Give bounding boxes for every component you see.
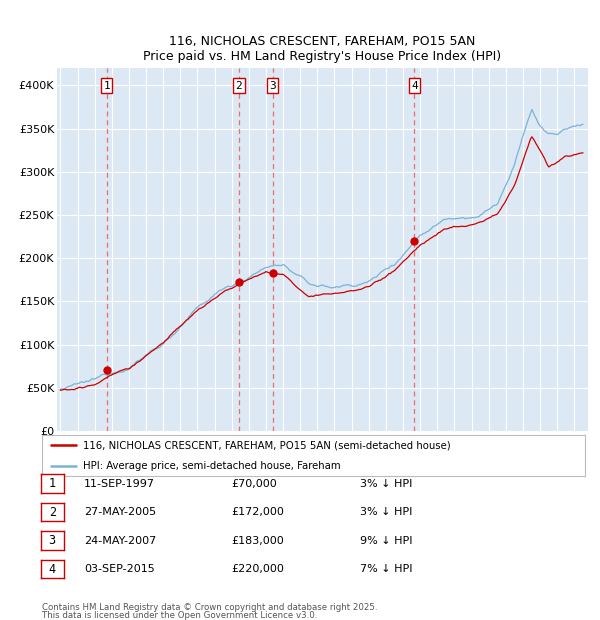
Text: 27-MAY-2005: 27-MAY-2005 (84, 507, 156, 517)
Text: 2: 2 (49, 506, 56, 518)
Text: 03-SEP-2015: 03-SEP-2015 (84, 564, 155, 574)
Text: 3: 3 (49, 534, 56, 547)
Text: 3% ↓ HPI: 3% ↓ HPI (360, 479, 412, 489)
Text: 3: 3 (269, 81, 276, 91)
Text: This data is licensed under the Open Government Licence v3.0.: This data is licensed under the Open Gov… (42, 611, 317, 619)
Text: 1: 1 (103, 81, 110, 91)
Text: 24-MAY-2007: 24-MAY-2007 (84, 536, 156, 546)
Text: £172,000: £172,000 (231, 507, 284, 517)
Text: 4: 4 (49, 563, 56, 575)
Text: HPI: Average price, semi-detached house, Fareham: HPI: Average price, semi-detached house,… (83, 461, 340, 471)
Text: 116, NICHOLAS CRESCENT, FAREHAM, PO15 5AN (semi-detached house): 116, NICHOLAS CRESCENT, FAREHAM, PO15 5A… (83, 440, 451, 451)
Title: 116, NICHOLAS CRESCENT, FAREHAM, PO15 5AN
Price paid vs. HM Land Registry's Hous: 116, NICHOLAS CRESCENT, FAREHAM, PO15 5A… (143, 35, 502, 63)
Text: 7% ↓ HPI: 7% ↓ HPI (360, 564, 413, 574)
Text: Contains HM Land Registry data © Crown copyright and database right 2025.: Contains HM Land Registry data © Crown c… (42, 603, 377, 612)
Text: £70,000: £70,000 (231, 479, 277, 489)
Text: 9% ↓ HPI: 9% ↓ HPI (360, 536, 413, 546)
Text: £220,000: £220,000 (231, 564, 284, 574)
Text: 1: 1 (49, 477, 56, 490)
Text: 11-SEP-1997: 11-SEP-1997 (84, 479, 155, 489)
Text: £183,000: £183,000 (231, 536, 284, 546)
Text: 2: 2 (235, 81, 242, 91)
Text: 4: 4 (411, 81, 418, 91)
Text: 3% ↓ HPI: 3% ↓ HPI (360, 507, 412, 517)
